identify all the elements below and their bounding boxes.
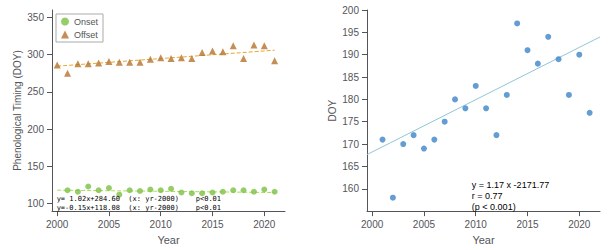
svg-text:195: 195 (342, 27, 359, 38)
svg-text:2020: 2020 (568, 219, 591, 230)
svg-text:185: 185 (342, 72, 359, 83)
svg-text:2000: 2000 (361, 219, 384, 230)
svg-text:170: 170 (342, 139, 359, 150)
svg-text:200: 200 (27, 124, 44, 135)
svg-text:Offset: Offset (74, 30, 98, 40)
svg-text:165: 165 (342, 161, 359, 172)
svg-text:2015: 2015 (516, 219, 539, 230)
svg-text:160: 160 (342, 183, 359, 194)
svg-text:2005: 2005 (98, 219, 121, 230)
svg-text:Year: Year (157, 234, 180, 246)
svg-text:150: 150 (27, 161, 44, 172)
svg-text:350: 350 (27, 12, 44, 23)
svg-text:Year: Year (472, 234, 495, 246)
svg-text:DOY: DOY (327, 99, 338, 121)
svg-text:200: 200 (342, 5, 359, 16)
svg-text:300: 300 (27, 49, 44, 60)
svg-text:Onset: Onset (74, 17, 99, 27)
svg-text:y = 1.17 x -2171.77: y = 1.17 x -2171.77 (472, 180, 549, 190)
svg-text:2010: 2010 (150, 219, 173, 230)
svg-text:190: 190 (342, 49, 359, 60)
svg-text:2010: 2010 (465, 219, 488, 230)
svg-text:y= 1.02x+284.60 (x: yr-2000): y= 1.02x+284.60 (x: yr-2000) p<0.01 (57, 195, 221, 203)
svg-text:2020: 2020 (253, 219, 276, 230)
svg-text:175: 175 (342, 116, 359, 127)
svg-text:250: 250 (27, 86, 44, 97)
svg-text:Phenological Timing (DOY): Phenological Timing (DOY) (12, 50, 23, 171)
svg-text:2005: 2005 (413, 219, 436, 230)
svg-text:2000: 2000 (46, 219, 69, 230)
svg-text:2015: 2015 (201, 219, 224, 230)
svg-text:100: 100 (27, 198, 44, 209)
svg-text:r = 0.77: r = 0.77 (472, 191, 503, 201)
svg-text:180: 180 (342, 94, 359, 105)
svg-text:y=-0.15x+118.08 (x: yr-2000): y=-0.15x+118.08 (x: yr-2000) p<0.01 (57, 204, 221, 212)
svg-text:(p < 0.001): (p < 0.001) (472, 202, 516, 212)
